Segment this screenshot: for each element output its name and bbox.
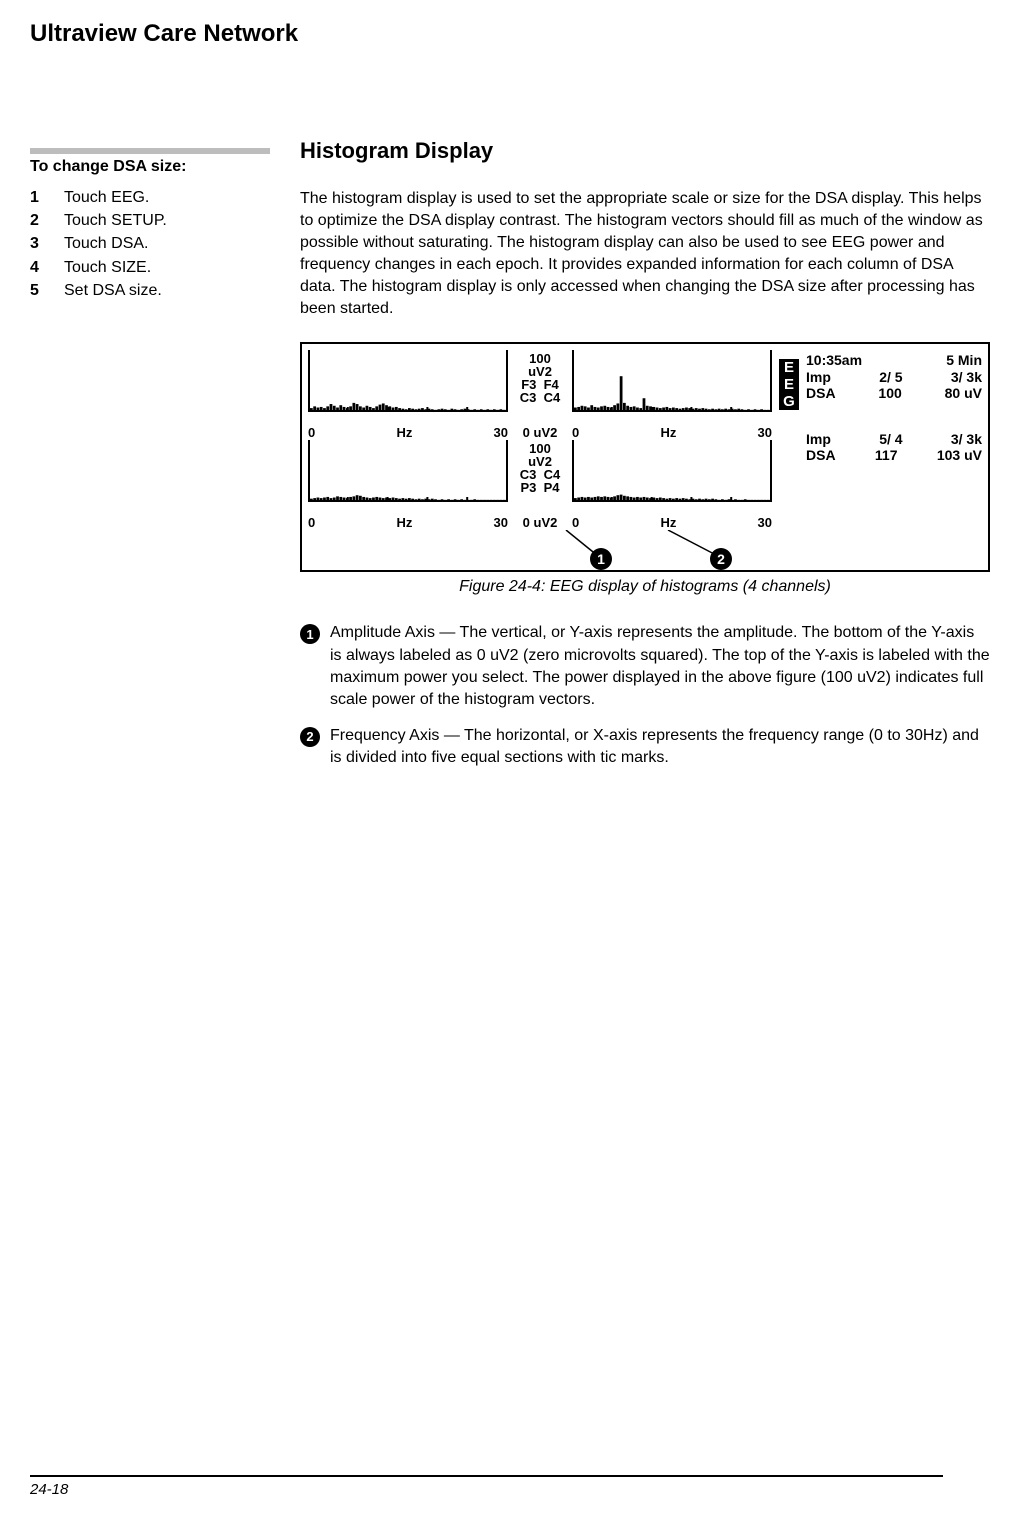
legend-badge: 1	[300, 624, 320, 644]
page-number: 24-18	[30, 1481, 68, 1498]
sidebar: To change DSA size: 1Touch EEG. 2Touch S…	[30, 148, 270, 769]
figure-callouts: 1 2	[308, 530, 982, 570]
sidebar-steps: 1Touch EEG. 2Touch SETUP. 3Touch DSA. 4T…	[30, 186, 270, 302]
sidebar-rule	[30, 148, 270, 154]
legend-item-2: 2 Frequency Axis — The horizontal, or X-…	[300, 725, 990, 769]
center-labels-bottom: 100 uV2 C3 C4 P3 P4	[512, 440, 568, 515]
histogram-top-right	[572, 350, 772, 425]
figure-frame: 100 uV2 F3 F4 C3 C4 0Hz30 0 uV2 0Hz30	[300, 342, 990, 572]
section-title: Histogram Display	[300, 138, 990, 164]
legend-text: Amplitude Axis — The vertical, or Y-axis…	[330, 622, 990, 710]
figure-info: 10:35am5 Min Imp2/ 53/ 3k DSA10080 uV Im…	[806, 350, 982, 530]
figure-caption: Figure 24-4: EEG display of histograms (…	[300, 578, 990, 596]
list-item: 2Touch SETUP.	[30, 209, 270, 232]
page-footer: 24-18	[30, 1475, 943, 1498]
list-item: 4Touch SIZE.	[30, 256, 270, 279]
main-content: Histogram Display The histogram display …	[300, 138, 990, 769]
center-labels-top: 100 uV2 F3 F4 C3 C4	[512, 350, 568, 425]
list-item: 5Set DSA size.	[30, 279, 270, 302]
legend-badge: 2	[300, 727, 320, 747]
body-paragraph: The histogram display is used to set the…	[300, 188, 990, 320]
eeg-badge: E E G	[778, 354, 800, 414]
sidebar-heading: To change DSA size:	[30, 158, 270, 176]
list-item: 1Touch EEG.	[30, 186, 270, 209]
document-title: Ultraview Care Network	[30, 20, 943, 48]
histogram-bottom-right	[572, 440, 772, 515]
legend-text: Frequency Axis — The horizontal, or X-ax…	[330, 725, 990, 769]
histogram-bottom-left	[308, 440, 508, 515]
list-item: 3Touch DSA.	[30, 232, 270, 255]
legend-item-1: 1 Amplitude Axis — The vertical, or Y-ax…	[300, 622, 990, 710]
histogram-top-left	[308, 350, 508, 425]
